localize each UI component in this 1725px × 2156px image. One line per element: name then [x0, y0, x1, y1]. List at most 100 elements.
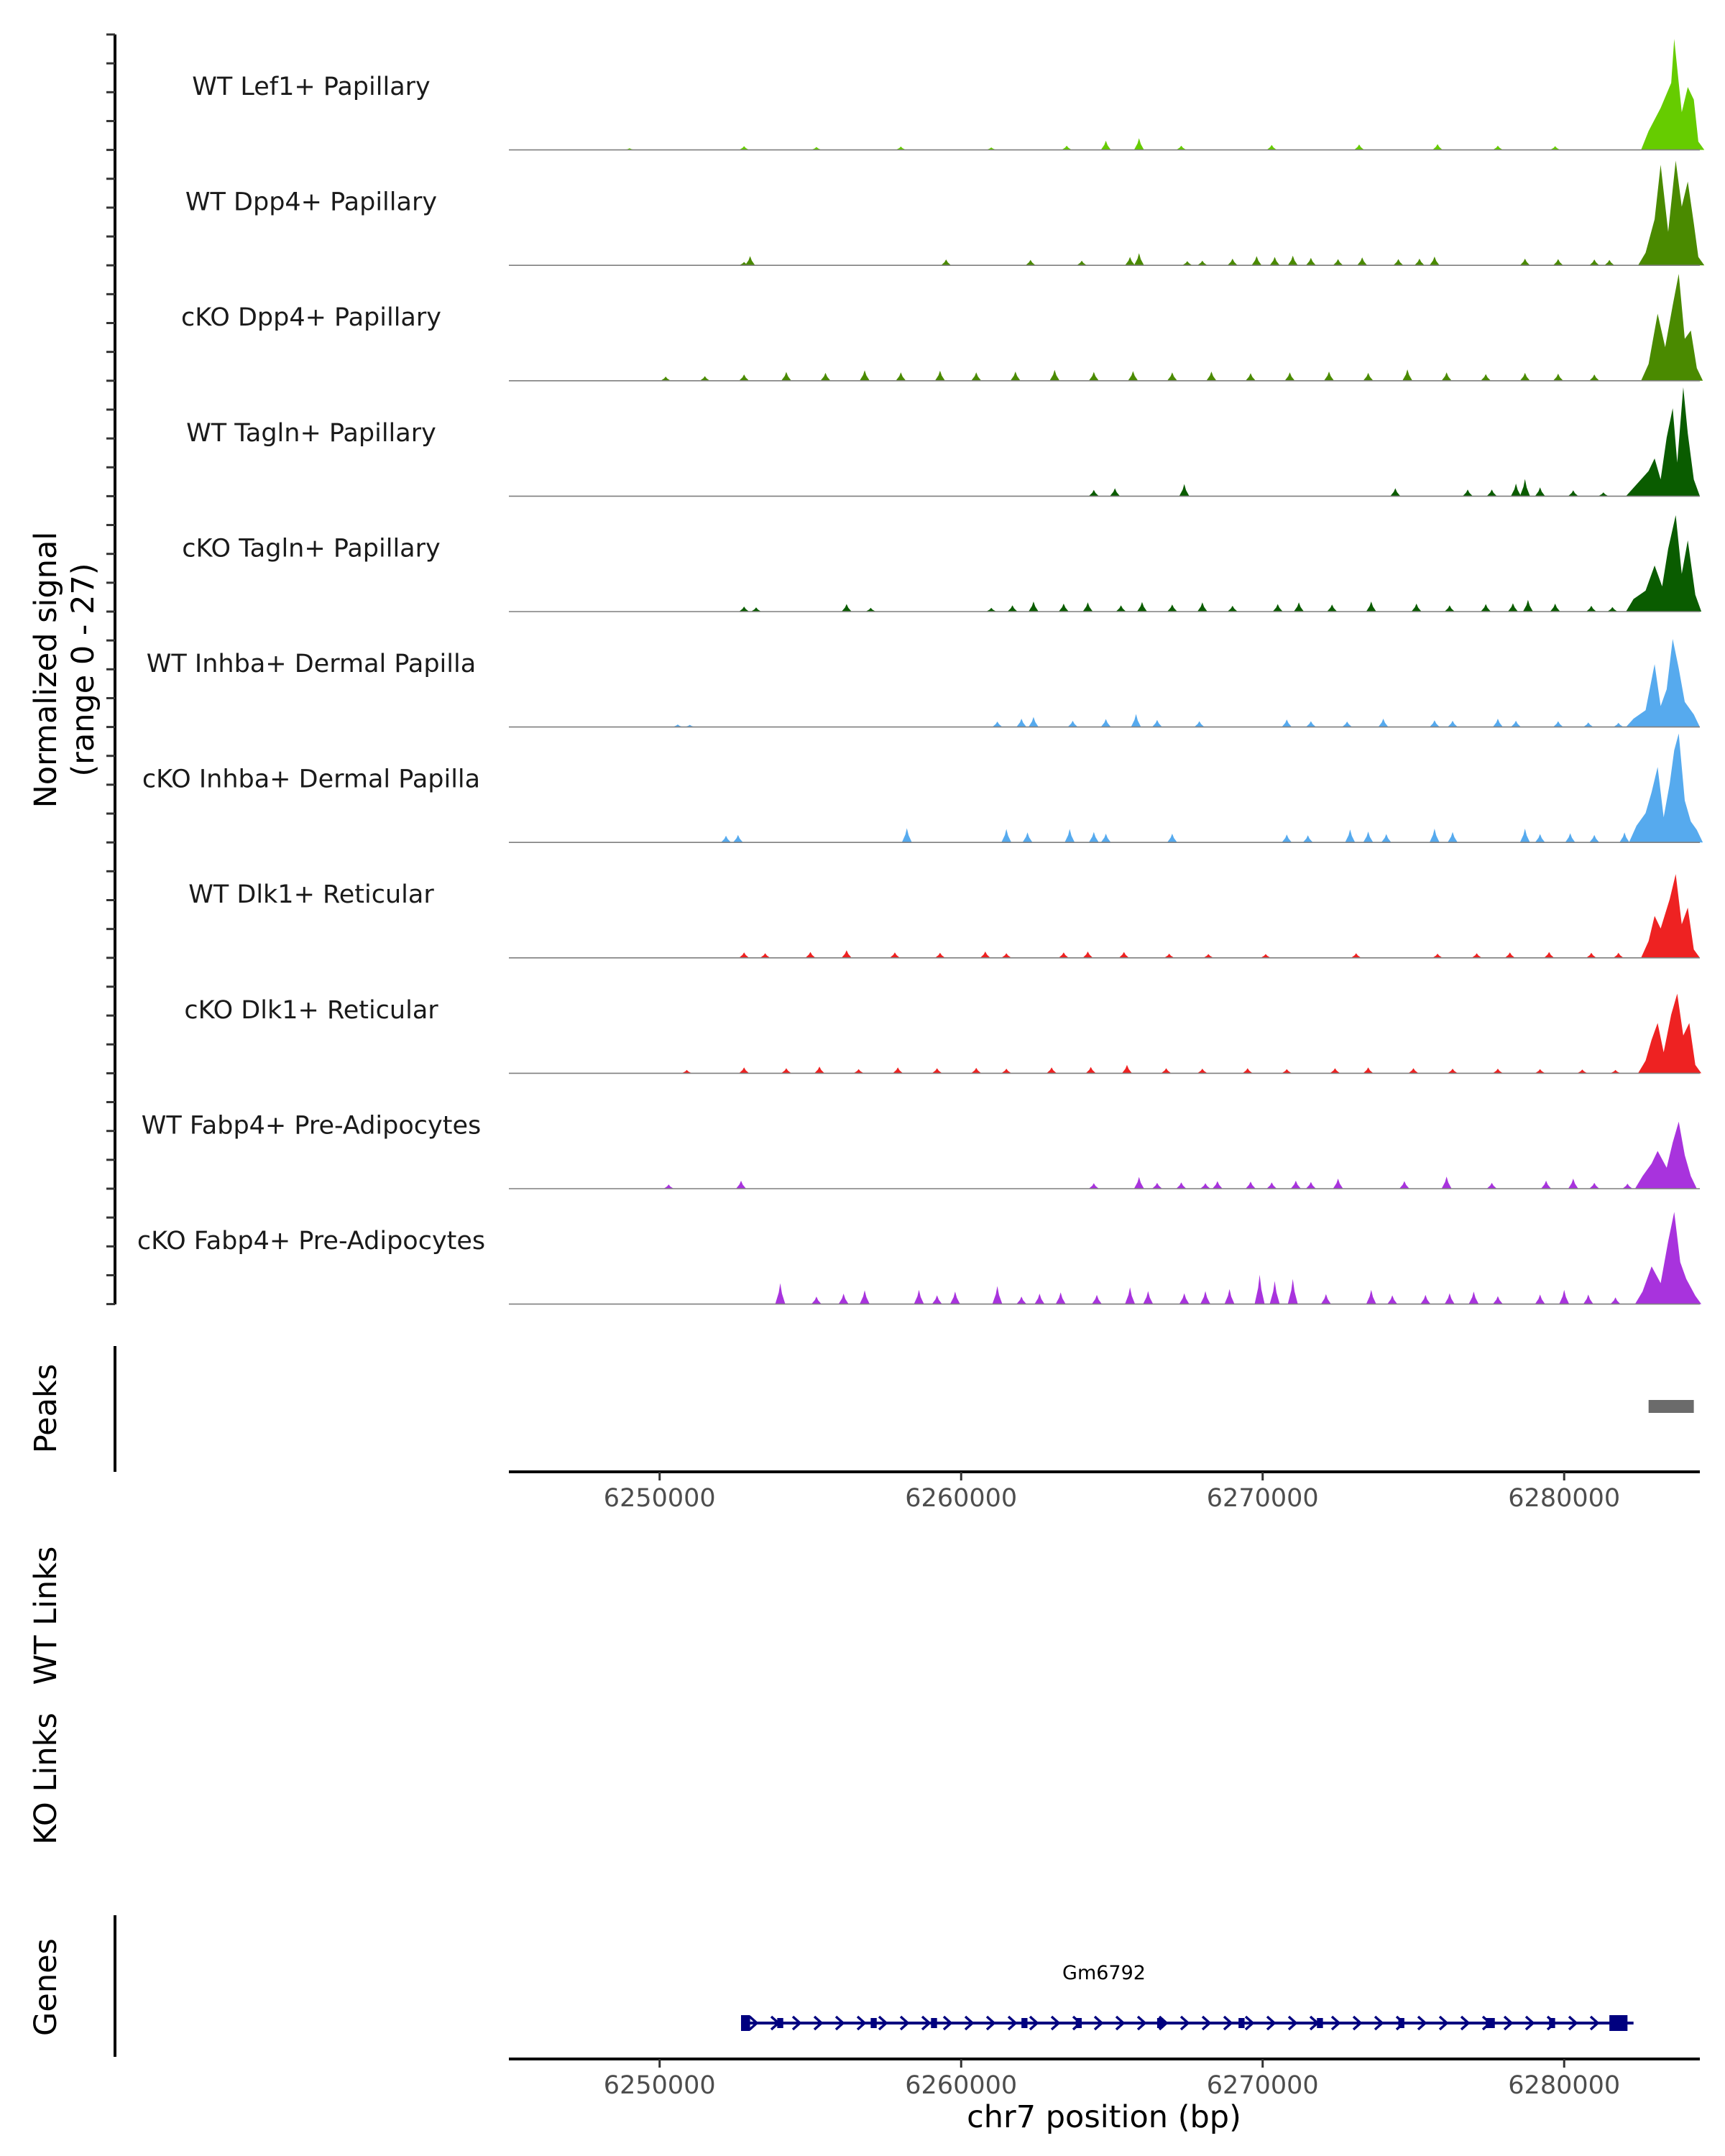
signal-spike	[1486, 489, 1497, 497]
track-5: WT Inhba+ Dermal Papilla	[147, 639, 1700, 728]
signal-spike	[1565, 833, 1576, 843]
signal-spike	[1559, 1289, 1570, 1304]
signal-spike	[986, 607, 997, 612]
signal-spike	[1568, 490, 1578, 497]
signal-spike	[1227, 605, 1238, 612]
signal-spike	[1058, 603, 1069, 612]
signal-spike	[1176, 1182, 1187, 1189]
signal-peak	[1641, 274, 1703, 381]
signal-spike	[1133, 138, 1144, 150]
signal-spike	[1519, 479, 1530, 497]
signal-spike	[1544, 952, 1555, 958]
signal-spike	[760, 953, 770, 958]
signal-spike	[1197, 260, 1208, 266]
signal-spike	[1001, 1068, 1012, 1074]
signal-spike	[1010, 371, 1021, 381]
signal-spike	[1182, 261, 1192, 266]
signal-spike	[1448, 1068, 1458, 1074]
track-7: WT Dlk1+ Reticular	[188, 874, 1700, 959]
signal-spike	[1200, 1291, 1211, 1304]
signal-spike	[1492, 718, 1503, 727]
track-label: cKO Dpp4+ Papillary	[181, 303, 441, 332]
gene-exon	[1156, 2018, 1164, 2028]
signal-spike	[1121, 1064, 1132, 1074]
peaks-x-ticks: 6250000 6260000 6270000 6280000	[604, 1472, 1620, 1513]
signal-spike	[739, 952, 750, 958]
strand-arrow-icon	[791, 2015, 802, 2031]
signal-spike	[1589, 834, 1600, 843]
signal-spike	[1586, 605, 1596, 612]
signal-peak	[1626, 639, 1700, 727]
signal-spike	[1353, 144, 1364, 150]
gene-name-label: Gm6792	[1062, 1962, 1146, 1984]
signal-spike	[1055, 1292, 1066, 1304]
signal-spike	[1468, 1291, 1479, 1304]
signal-spike	[1016, 718, 1027, 727]
signal-spike	[1486, 1182, 1497, 1189]
signal-spike	[1245, 1181, 1256, 1189]
peaks-x-tick-label: 6250000	[604, 1484, 716, 1513]
genes-x-tick-label: 6260000	[905, 2071, 1017, 2100]
signal-spike	[1429, 828, 1440, 843]
strand-arrow-icon	[1374, 2015, 1384, 2031]
strand-arrow-icon	[1223, 2015, 1233, 2031]
signal-spike	[1414, 258, 1425, 266]
gene-exon	[870, 2018, 877, 2028]
gene-exon	[1238, 2018, 1245, 2028]
signal-spike	[1224, 1289, 1235, 1304]
signal-spike	[1432, 953, 1443, 958]
signal-spike	[811, 147, 822, 150]
signal-spike	[1254, 1274, 1265, 1304]
track-label: WT Tagln+ Papillary	[186, 419, 436, 448]
strand-arrow-icon	[1029, 2015, 1039, 2031]
signal-spike	[1049, 369, 1060, 381]
signal-spike	[1269, 1281, 1280, 1304]
signal-spike	[1284, 372, 1295, 381]
signal-spike	[1583, 1294, 1593, 1304]
signal-spike	[1100, 833, 1111, 843]
signal-spike	[1586, 952, 1596, 958]
peaks-label: Peaks	[28, 1364, 64, 1454]
signal-spike	[814, 1067, 825, 1074]
signal-spike	[1441, 372, 1452, 381]
strand-arrow-icon	[1417, 2015, 1427, 2031]
signal-spike	[1269, 257, 1280, 266]
signal-spike	[1363, 1067, 1374, 1074]
strand-arrow-icon	[921, 2015, 932, 2031]
signal-peak	[1626, 387, 1700, 497]
signal-spike	[1552, 373, 1563, 381]
track-label: WT Lef1+ Papillary	[192, 73, 431, 101]
signal-spike	[1345, 829, 1356, 843]
signal-spike	[1058, 952, 1069, 958]
signal-spike	[1200, 1183, 1211, 1189]
signal-spike	[1133, 1176, 1144, 1189]
signal-spike	[1390, 488, 1401, 497]
gene-exon	[1549, 2018, 1555, 2028]
signal-spike	[1266, 144, 1277, 150]
signal-spike	[1589, 259, 1600, 266]
signal-spike	[1411, 603, 1422, 612]
signal-spike	[1034, 1294, 1045, 1304]
signal-spike	[1589, 1182, 1600, 1189]
signal-spike	[1179, 484, 1190, 497]
signal-spike	[1583, 722, 1593, 727]
signal-spike	[1511, 483, 1522, 497]
signal-spike	[1282, 1069, 1292, 1074]
signal-spike	[1016, 1296, 1027, 1304]
signal-spike	[1082, 952, 1093, 958]
signal-spike	[1552, 721, 1563, 727]
signal-spike	[1492, 1296, 1503, 1304]
signal-spike	[1327, 604, 1338, 612]
signal-peak	[1634, 1121, 1697, 1189]
signal-spike	[1324, 371, 1335, 381]
signal-spike	[1444, 1293, 1455, 1304]
signal-spike	[1100, 140, 1111, 150]
strand-arrow-icon	[1201, 2015, 1212, 2031]
signal-spike	[1305, 721, 1316, 727]
signal-spike	[1203, 954, 1214, 958]
signal-spike	[820, 372, 831, 381]
signal-spike	[1167, 372, 1177, 381]
signal-spike	[1535, 1294, 1545, 1304]
signal-spike	[1492, 145, 1503, 150]
